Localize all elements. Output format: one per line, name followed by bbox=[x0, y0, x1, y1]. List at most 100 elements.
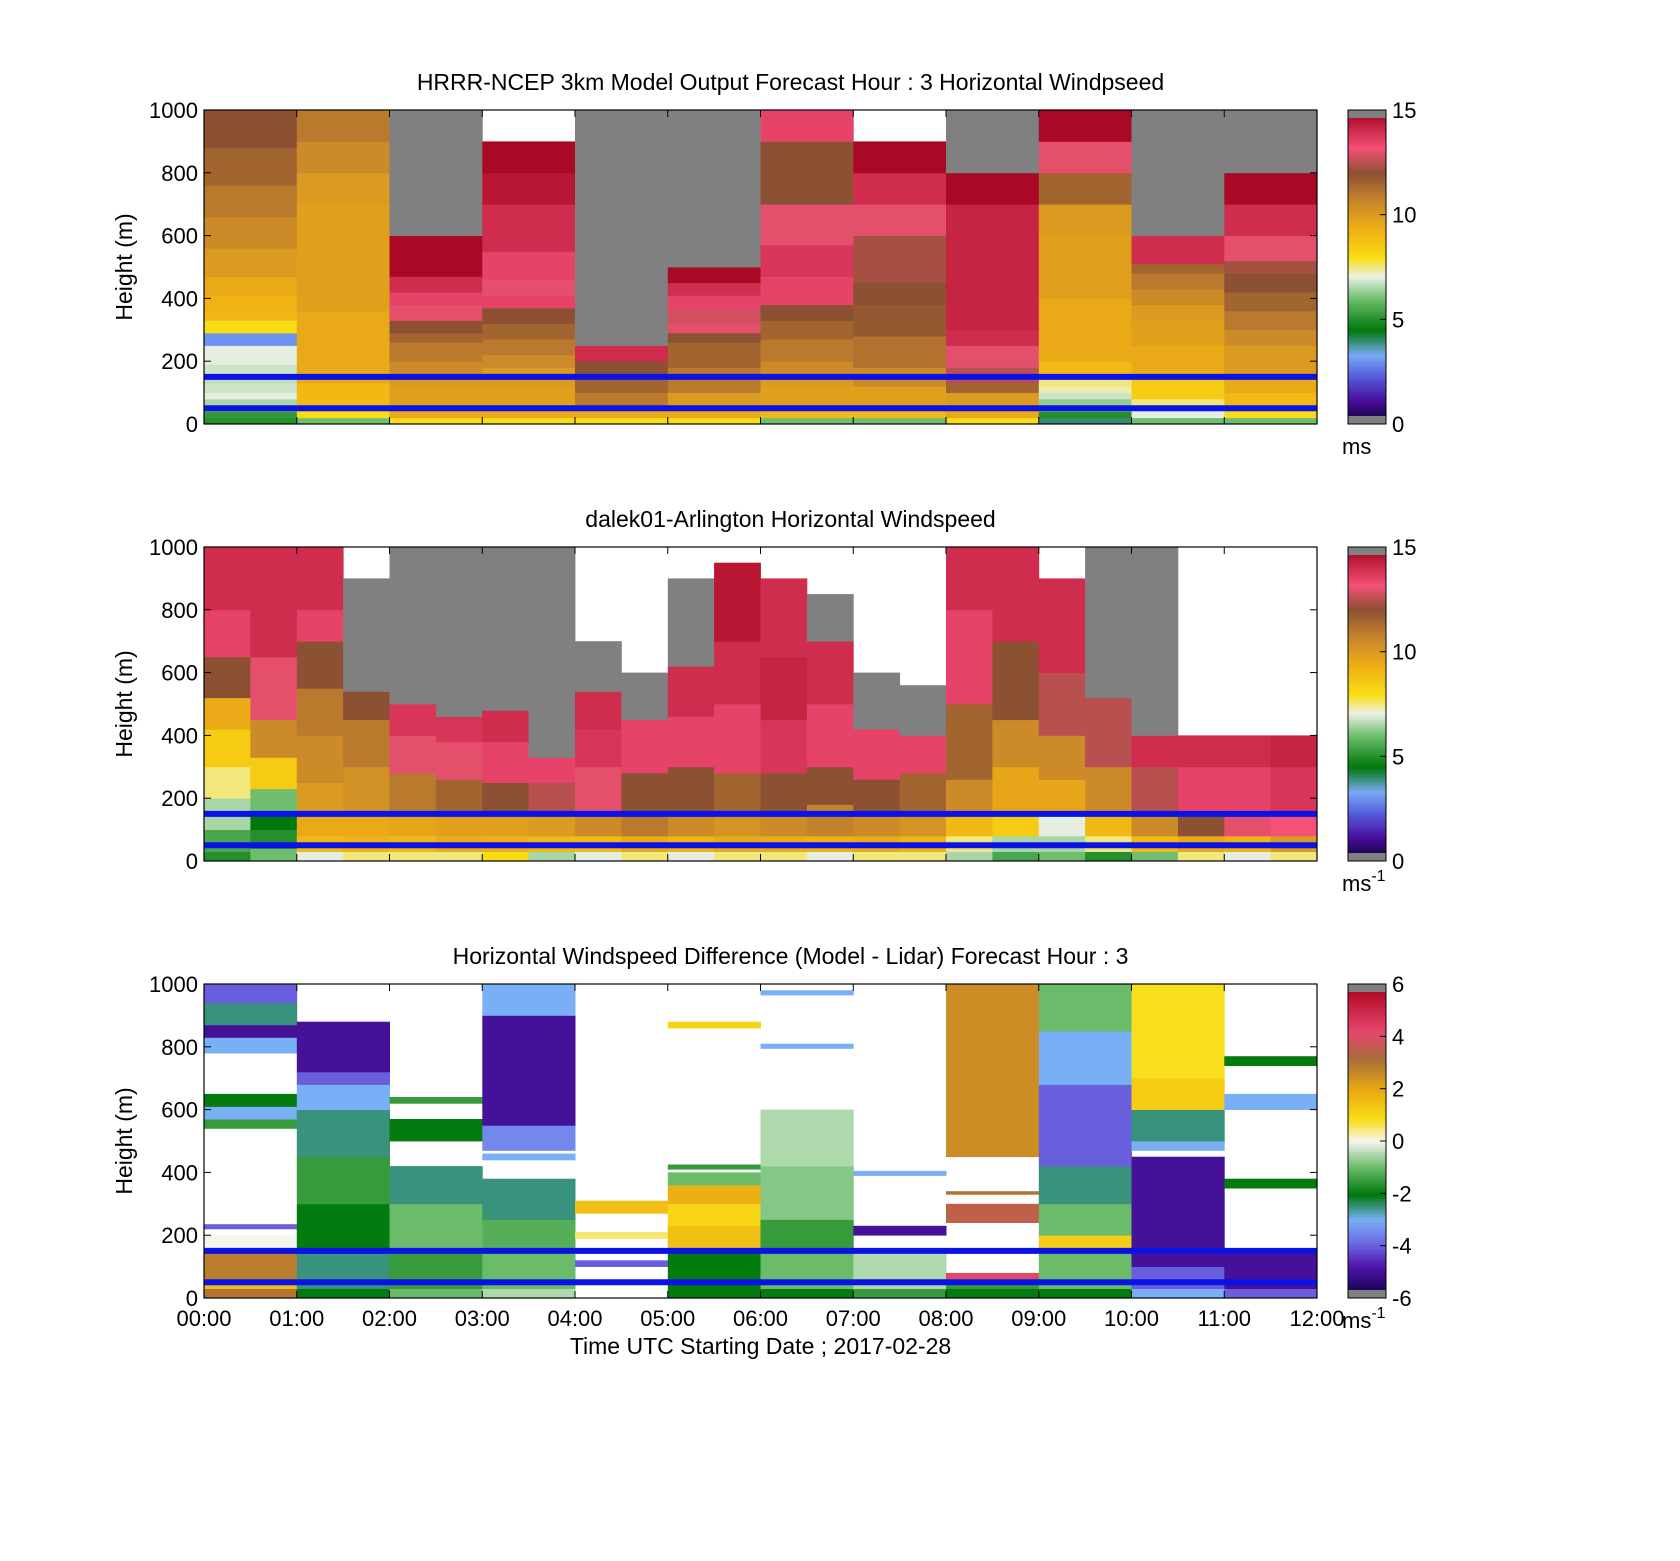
colorbar-swatch bbox=[1348, 1211, 1386, 1215]
colorbar-swatch bbox=[1348, 1209, 1386, 1213]
colorbar-swatch bbox=[1348, 1243, 1386, 1247]
colorbar-swatch bbox=[1348, 1219, 1386, 1223]
colorbar-swatch bbox=[1348, 376, 1386, 381]
colorbar-swatch bbox=[1348, 774, 1386, 778]
colorbar-swatch bbox=[1348, 1086, 1386, 1090]
heatmap-cell bbox=[806, 594, 854, 642]
heatmap-cell bbox=[760, 1109, 854, 1167]
heatmap-cell bbox=[204, 147, 298, 186]
heatmap-cell bbox=[806, 641, 854, 705]
colorbar-swatch bbox=[1348, 651, 1386, 655]
colorbar-swatch bbox=[1348, 690, 1386, 695]
colorbar-swatch bbox=[1348, 321, 1386, 326]
heatmap-cell bbox=[1038, 813, 1086, 837]
colorbar-swatch bbox=[1348, 664, 1386, 668]
heatmap-cell bbox=[482, 251, 576, 280]
heatmap-cell bbox=[1224, 766, 1272, 812]
colorbar-swatch bbox=[1348, 217, 1386, 221]
heatmap-cell bbox=[1038, 1288, 1132, 1299]
heatmap-cell bbox=[296, 813, 344, 837]
heatmap-cell bbox=[760, 304, 854, 321]
colorbar-swatch bbox=[1348, 628, 1386, 632]
heatmap-cell bbox=[667, 267, 761, 284]
heatmap-cell bbox=[1038, 235, 1132, 299]
colorbar-swatch bbox=[1348, 1161, 1386, 1166]
heatmap-cell bbox=[204, 829, 251, 852]
colorbar-swatch bbox=[1348, 235, 1386, 239]
panel-lidar-windspeed: 0 200 400 600 800 1000 dalek01-Arlington Horiz… bbox=[111, 506, 1416, 896]
heatmap-cell bbox=[575, 641, 622, 692]
colorbar-swatch bbox=[1348, 130, 1386, 135]
heatmap-cell bbox=[389, 332, 483, 343]
heatmap-cell bbox=[1224, 1288, 1318, 1299]
colorbar-swatch bbox=[1348, 248, 1386, 252]
heatmap-cell bbox=[204, 851, 251, 862]
heatmap-cell bbox=[343, 691, 390, 721]
colorbar-swatch bbox=[1348, 1216, 1386, 1220]
heatmap-cell bbox=[1224, 408, 1318, 419]
colorbar-swatch bbox=[1348, 1109, 1386, 1113]
chart-title: dalek01-Arlington Horizontal Windspeed bbox=[585, 506, 995, 532]
heatmap-cell bbox=[389, 292, 483, 306]
colorbar-swatch bbox=[1348, 554, 1386, 558]
colorbar-swatch bbox=[1348, 1002, 1386, 1006]
colorbar-swatch bbox=[1348, 615, 1386, 619]
colorbar-swatch bbox=[1348, 790, 1386, 794]
heatmap-cell bbox=[482, 417, 576, 425]
colorbar-swatch bbox=[1348, 316, 1386, 320]
heatmap-cell bbox=[250, 547, 298, 658]
heatmap-cell bbox=[1224, 1178, 1318, 1189]
heatmap-cell bbox=[621, 851, 669, 862]
colorbar-swatch bbox=[1348, 696, 1386, 700]
heatmap-cell bbox=[760, 386, 854, 406]
heatmap-cell bbox=[482, 1288, 576, 1299]
heatmap-cell bbox=[946, 383, 1040, 393]
heatmap-cell bbox=[204, 656, 251, 699]
heatmap-cell bbox=[1224, 417, 1318, 425]
heatmap-cell bbox=[389, 110, 483, 236]
heatmap-cell bbox=[482, 279, 576, 296]
heatmap-cell bbox=[482, 984, 576, 1016]
heatmap-cell bbox=[482, 204, 576, 252]
heatmap-cell bbox=[946, 1288, 1040, 1299]
colorbar-swatch bbox=[1348, 355, 1386, 360]
colorbar-swatch bbox=[1348, 363, 1386, 367]
colorbar-units-superscript: -1 bbox=[1371, 868, 1385, 885]
colorbar-swatch bbox=[1348, 732, 1386, 736]
heatmap-cell bbox=[667, 392, 761, 406]
colorbar-swatch bbox=[1348, 740, 1386, 744]
colorbar-swatch bbox=[1348, 753, 1386, 757]
heatmap-cell bbox=[343, 813, 390, 837]
heatmap-cell bbox=[528, 851, 576, 862]
colorbar-swatch bbox=[1348, 232, 1386, 237]
heatmap-cell bbox=[296, 735, 344, 783]
heatmap-cell bbox=[667, 417, 761, 425]
colorbar-swatch bbox=[1348, 821, 1386, 825]
heatmap-cell bbox=[435, 741, 483, 780]
colorbar-swatch bbox=[1348, 301, 1386, 305]
heatmap-cell bbox=[667, 1288, 761, 1299]
colorbar-swatch bbox=[1348, 1127, 1386, 1132]
heatmap-cell bbox=[435, 851, 483, 862]
panel-windspeed-difference: 0 200 400 600 800 1000 00:00 01:00 02:00 03:00 04:… bbox=[111, 943, 1412, 1359]
heatmap-cell bbox=[575, 361, 669, 378]
colorbar-swatch bbox=[1348, 1258, 1386, 1262]
colorbar-swatch bbox=[1348, 714, 1386, 718]
heatmap-cell bbox=[575, 110, 669, 346]
heatmap-cell bbox=[714, 704, 761, 774]
heatmap-cell bbox=[1038, 110, 1132, 142]
colorbar-swatch bbox=[1348, 1222, 1386, 1226]
colorbar-swatch bbox=[1348, 403, 1386, 407]
heatmap-cell bbox=[760, 578, 808, 658]
heatmap-cell bbox=[204, 295, 298, 312]
colorbar-swatch bbox=[1348, 222, 1386, 226]
y-tick-label: 600 bbox=[161, 1098, 198, 1123]
colorbar-swatch bbox=[1348, 617, 1386, 621]
heatmap-cell bbox=[1131, 1266, 1225, 1289]
colorbar-tick-label: -2 bbox=[1392, 1181, 1412, 1206]
heatmap-cell bbox=[1085, 697, 1132, 768]
y-tick-label: 600 bbox=[161, 224, 198, 249]
heatmap-cell bbox=[760, 276, 854, 306]
colorbar-swatch bbox=[1348, 594, 1386, 598]
heatmap-cell bbox=[667, 342, 761, 368]
